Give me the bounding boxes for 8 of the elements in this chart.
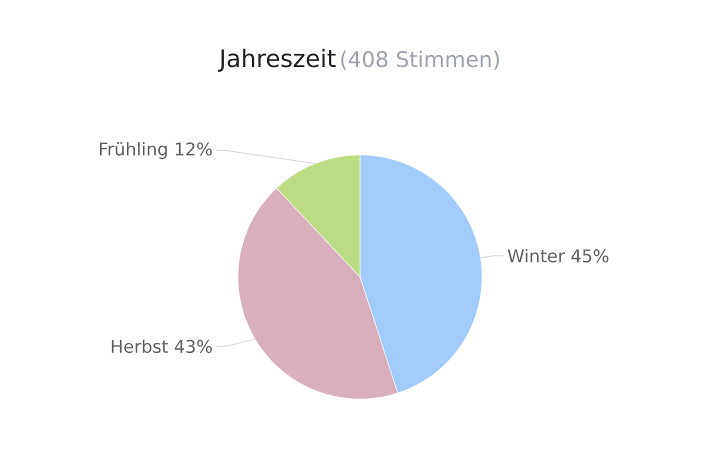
slice-label: Frühling (100, 142, 167, 159)
chart-title: Jahreszeit (218, 48, 336, 72)
chart-subtitle: (408 Stimmen) (341, 50, 499, 70)
slice-label: Winter (508, 248, 565, 262)
data-label: 45% (571, 249, 608, 262)
data-label: 43% (174, 340, 212, 353)
data-label: 12% (176, 142, 212, 156)
slice-label: Herbst (112, 339, 168, 353)
